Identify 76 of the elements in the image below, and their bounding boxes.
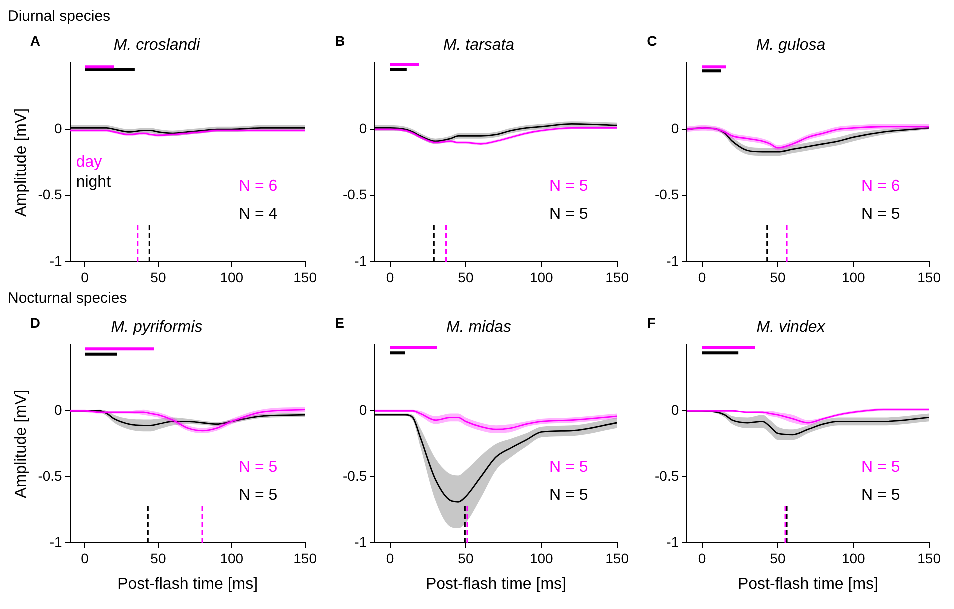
annotation: N = 5 [238, 459, 278, 476]
x-axis-title: Post-flash time [ms] [118, 576, 258, 593]
y-tick-label: -1 [666, 534, 680, 550]
annotation: N = 5 [862, 459, 900, 476]
x-axis-title: Post-flash time [ms] [738, 576, 878, 593]
y-tick-label: 0 [359, 120, 368, 136]
x-tick-label: 100 [842, 550, 866, 566]
x-tick-label: 0 [386, 269, 394, 286]
annotation: N = 5 [550, 486, 588, 504]
x-tick-label: 150 [606, 550, 630, 566]
chart-title: M. gulosa [756, 37, 826, 54]
text: B [335, 32, 346, 49]
annotation: N = 6 [862, 178, 900, 195]
y-tick-label: -1 [50, 534, 63, 550]
y-tick-label: 0 [54, 402, 63, 418]
x-tick-label: 0 [386, 550, 394, 566]
x-tick-label: 100 [530, 269, 554, 286]
chart-subtitle: Diurnal species [8, 8, 112, 27]
x-tick-label: 50 [458, 269, 474, 286]
y-tick-label: -1 [354, 253, 368, 270]
chart-title: M. midas [446, 319, 512, 336]
x-tick-label: 0 [81, 550, 90, 566]
y-tick-label: -1 [354, 534, 368, 550]
text: night [76, 174, 112, 192]
x-tick-label: 150 [606, 269, 630, 286]
x-tick-label: 0 [698, 550, 706, 566]
annotation: N = 5 [862, 206, 900, 223]
line-series [375, 410, 618, 430]
x-tick-label: 150 [294, 550, 318, 566]
text: C [647, 32, 658, 49]
y-tick-label: 0 [54, 120, 63, 136]
x-tick-label: 150 [294, 269, 318, 286]
chart-title: M. croslandi [114, 37, 201, 54]
y-tick-label: -0.5 [343, 186, 368, 203]
y-tick-label: 0 [671, 402, 680, 418]
y-tick-label: -0.5 [38, 468, 63, 484]
chart-title: M. pyriformis [111, 319, 203, 336]
x-tick-label: 50 [770, 550, 786, 566]
annotation: N = 5 [238, 486, 278, 504]
x-tick-label: 50 [458, 550, 474, 566]
x-tick-label: 0 [81, 269, 90, 286]
annotation: N = 5 [550, 459, 588, 476]
chart-title: M. vindex [756, 319, 826, 336]
y-tick-label: -1 [50, 253, 63, 270]
x-axis-title: Post-flash time [ms] [426, 576, 566, 593]
annotation: N = 6 [238, 178, 278, 195]
y-tick-label: -0.5 [655, 468, 680, 484]
text: D [30, 314, 40, 331]
text: E [335, 314, 344, 331]
y-tick-label: -0.5 [655, 186, 680, 203]
x-tick-label: 100 [530, 550, 554, 566]
y-tick-label: -0.5 [343, 468, 368, 484]
text: F [647, 314, 656, 331]
annotation: N = 4 [238, 206, 278, 223]
chart-title: M. tarsata [443, 37, 515, 54]
y-tick-label: 0 [359, 402, 368, 418]
y-tick-label: 0 [671, 120, 680, 136]
annotation: N = 5 [550, 206, 588, 223]
x-tick-label: 150 [918, 550, 942, 566]
x-tick-label: 100 [842, 269, 866, 286]
x-tick-label: 150 [918, 269, 942, 286]
x-tick-label: 50 [770, 269, 786, 286]
text: A [30, 32, 40, 49]
x-tick-label: 50 [150, 550, 166, 566]
y-tick-label: -0.5 [38, 186, 63, 203]
series-label: day [76, 154, 102, 172]
annotation: N = 5 [862, 486, 900, 504]
x-tick-label: 0 [698, 269, 706, 286]
chart-subtitle: Nocturnal species [8, 290, 128, 309]
annotation: N = 5 [550, 178, 588, 195]
x-tick-label: 100 [220, 269, 244, 286]
x-tick-label: 50 [150, 269, 166, 286]
y-axis-title: Amplitude [mV] [13, 390, 30, 498]
x-tick-label: 100 [220, 550, 244, 566]
y-axis-title: Amplitude [mV] [13, 108, 30, 217]
y-tick-label: -1 [666, 253, 680, 270]
